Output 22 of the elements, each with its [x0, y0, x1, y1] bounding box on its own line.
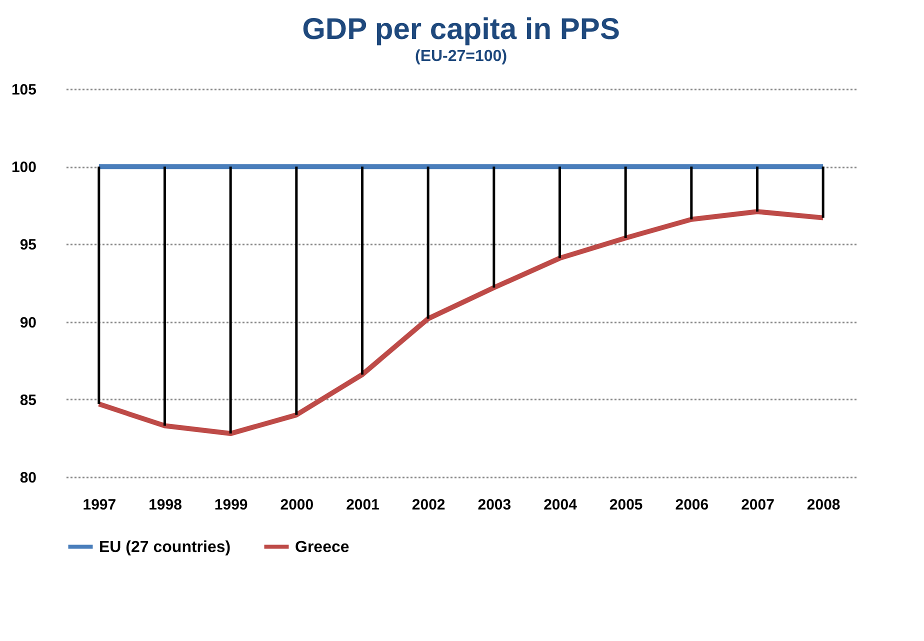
legend-label: Greece — [295, 538, 350, 556]
chart-subtitle: (EU-27=100) — [414, 48, 508, 65]
y-tick-label: 105 — [11, 82, 36, 98]
legend-label: EU (27 countries) — [99, 538, 231, 556]
x-tick-label: 2004 — [544, 496, 578, 514]
y-tick-label: 80 — [20, 470, 36, 486]
x-tick-label: 1998 — [148, 496, 182, 514]
y-tick-label: 100 — [11, 159, 36, 176]
x-tick-label: 1999 — [214, 496, 248, 514]
x-tick-label: 2003 — [478, 496, 512, 514]
x-tick-label: 2006 — [675, 496, 709, 514]
x-tick-label: 2002 — [412, 496, 446, 514]
x-tick-label: 2005 — [609, 496, 643, 514]
chart-title: GDP per capita in PPS — [302, 13, 620, 46]
x-tick-label: 1997 — [82, 496, 116, 514]
x-tick-label: 2007 — [741, 496, 774, 514]
x-tick-label: 2000 — [280, 496, 314, 514]
x-tick-label: 2001 — [346, 496, 380, 514]
y-tick-label: 90 — [20, 314, 36, 332]
x-tick-label: 2008 — [806, 496, 840, 514]
y-tick-label: 85 — [20, 392, 36, 409]
y-tick-label: 95 — [20, 236, 36, 254]
